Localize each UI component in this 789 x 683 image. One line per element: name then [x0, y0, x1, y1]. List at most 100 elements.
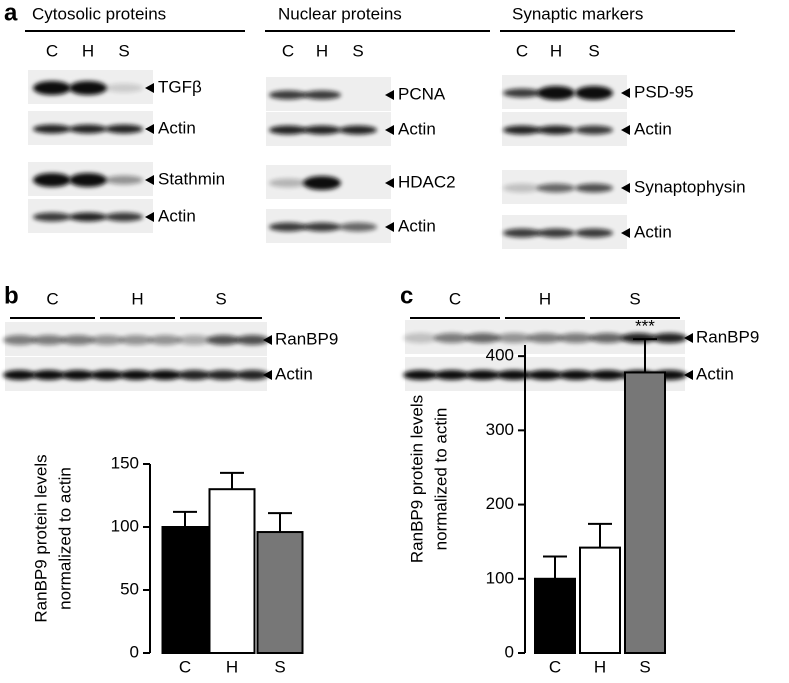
blot-band	[33, 212, 71, 222]
blot-band	[69, 173, 107, 187]
blot-band	[303, 125, 341, 135]
blot-band	[269, 125, 307, 135]
blot-band	[90, 335, 124, 345]
blot-band	[105, 175, 143, 185]
band-label: Actin	[634, 119, 672, 138]
y-tick-label: 0	[130, 642, 139, 661]
arrow	[385, 90, 394, 100]
arrow	[621, 125, 630, 135]
blot-band	[496, 333, 532, 343]
arrow	[621, 183, 630, 193]
x-tick-label: S	[639, 657, 650, 676]
blot-band	[33, 173, 71, 187]
blot-band	[235, 335, 269, 345]
bar	[208, 488, 256, 655]
blot-band	[32, 370, 66, 380]
band-label: RanBP9	[275, 329, 338, 348]
blot-band	[69, 81, 107, 95]
blot-band	[119, 335, 153, 345]
blot-band	[434, 333, 470, 343]
x-tick-label: H	[226, 657, 238, 676]
blot-band	[465, 333, 501, 343]
band-label: Actin	[158, 206, 196, 225]
group-title: Synaptic markers	[512, 4, 643, 23]
x-tick-label: S	[274, 657, 285, 676]
lane-label: H	[131, 289, 143, 308]
lane-label: C	[46, 41, 58, 60]
blot-band	[235, 370, 269, 380]
blot-band	[61, 335, 95, 345]
band-label: Synaptophysin	[634, 177, 746, 196]
blot-band	[269, 222, 307, 232]
y-tick-label: 100	[486, 568, 514, 587]
panel-letter: c	[400, 282, 413, 309]
arrow	[385, 178, 394, 188]
bar	[256, 531, 304, 654]
arrow	[684, 370, 693, 380]
lane-label: H	[82, 41, 94, 60]
y-axis-label: RanBP9 protein levels	[31, 454, 50, 622]
band-label: Actin	[398, 216, 436, 235]
y-axis-label: normalized to actin	[431, 408, 450, 551]
lane-label: S	[629, 289, 640, 308]
group-title: Nuclear proteins	[278, 4, 402, 23]
group-title: Cytosolic proteins	[32, 4, 166, 23]
y-tick-label: 50	[120, 579, 139, 598]
blot-band	[589, 370, 625, 380]
x-tick-label: H	[594, 657, 606, 676]
lane-label: S	[588, 41, 599, 60]
y-axis-label: RanBP9 protein levels	[407, 395, 426, 563]
lane-label: S	[215, 289, 226, 308]
blot-band	[105, 83, 143, 93]
y-axis-label: normalized to actin	[55, 467, 74, 610]
y-tick-label: 200	[486, 494, 514, 513]
blot-band	[69, 124, 107, 134]
blot-band	[434, 370, 470, 380]
panel-letter: a	[4, 0, 18, 26]
blot-band	[503, 88, 541, 98]
arrow	[684, 333, 693, 343]
lane-label: H	[550, 41, 562, 60]
blot-band	[148, 370, 182, 380]
y-tick-label: 300	[486, 420, 514, 439]
lane-label: C	[516, 41, 528, 60]
panel-letter: b	[4, 282, 19, 309]
bar	[161, 526, 209, 654]
band-label: RanBP9	[696, 327, 759, 346]
band-label: Stathmin	[158, 169, 225, 188]
bar	[579, 546, 621, 655]
blot-band	[105, 212, 143, 222]
blot-band	[575, 86, 613, 100]
y-tick-label: 100	[111, 516, 139, 535]
blot-band	[32, 335, 66, 345]
lane-label: S	[352, 41, 363, 60]
blot-band	[403, 333, 439, 343]
arrow	[145, 124, 154, 134]
arrow	[263, 335, 272, 345]
blot-band	[61, 370, 95, 380]
lane-label: C	[46, 289, 58, 308]
arrow	[385, 125, 394, 135]
blot-band	[69, 212, 107, 222]
blot-band	[269, 178, 307, 188]
blot-band	[558, 370, 594, 380]
blot-band	[33, 81, 71, 95]
bar	[534, 577, 576, 655]
band-label: TGFβ	[158, 77, 202, 96]
blot-band	[496, 370, 532, 380]
x-tick-label: C	[179, 657, 191, 676]
arrow	[385, 222, 394, 232]
blot-band	[537, 183, 575, 193]
blot-band	[503, 183, 541, 193]
lane-label: H	[539, 289, 551, 308]
bar	[624, 371, 666, 654]
blot-band	[527, 370, 563, 380]
arrow	[621, 228, 630, 238]
arrow	[621, 88, 630, 98]
blot-band	[90, 370, 124, 380]
blot-band	[558, 333, 594, 343]
band-label: PSD-95	[634, 82, 694, 101]
blot-band	[303, 176, 341, 190]
blot-band	[537, 86, 575, 100]
band-label: Actin	[398, 119, 436, 138]
